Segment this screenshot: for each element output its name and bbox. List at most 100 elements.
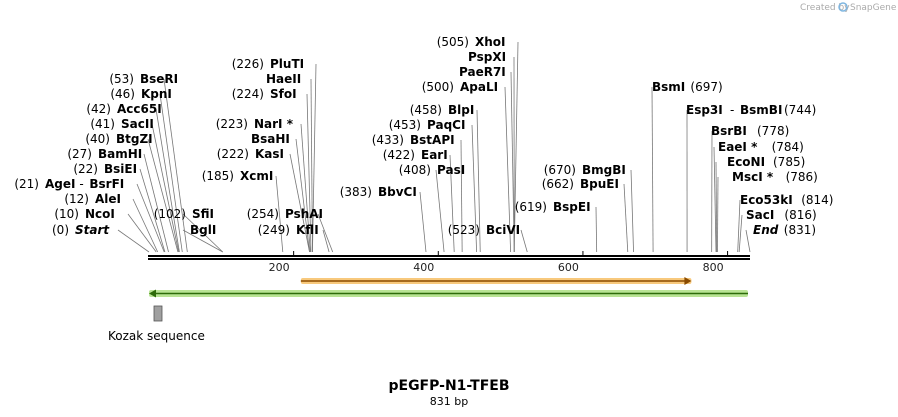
site-position: (10)	[54, 207, 79, 221]
leader-line	[275, 175, 284, 253]
site-position: (697)	[690, 80, 722, 94]
site-name[interactable]: SfoI	[270, 87, 297, 101]
site-name[interactable]: ApaLI	[460, 80, 498, 94]
map-title: pEGFP-N1-TFEB	[388, 378, 509, 394]
site-position: (46)	[110, 87, 135, 101]
site-name[interactable]: BseRI	[140, 72, 178, 86]
site-name[interactable]: SacII	[121, 117, 154, 131]
leader-line	[715, 161, 718, 253]
leader-line	[738, 214, 743, 253]
site-name[interactable]: EcoNI	[727, 155, 765, 169]
site-position: (422)	[383, 148, 415, 162]
site-name[interactable]: HaeII	[266, 72, 301, 86]
site-name[interactable]: PspXI	[468, 50, 506, 64]
kozak-label[interactable]: Kozak sequence	[108, 329, 205, 343]
site-position: (784)	[772, 140, 804, 154]
site-position: (458)	[410, 103, 442, 117]
site-name[interactable]: MscI *	[732, 170, 774, 184]
site-name[interactable]: PshAI	[285, 207, 323, 221]
site-name[interactable]: BstAPI	[410, 133, 455, 147]
ruler-tick-label: 800	[703, 261, 724, 274]
site-position: (12)	[64, 192, 89, 206]
leader-line	[504, 86, 512, 253]
site-name[interactable]: BciVI	[486, 223, 520, 237]
site-name[interactable]: BpuEI	[580, 177, 619, 191]
backbone-top-strand	[148, 255, 750, 257]
site-name[interactable]: BspEI	[553, 200, 591, 214]
site-name[interactable]: PaqCI	[427, 118, 465, 132]
ruler-tick-label: 400	[413, 261, 434, 274]
site-name[interactable]: EarI	[421, 148, 448, 162]
site-position: (27)	[67, 147, 92, 161]
leader-line	[151, 123, 180, 253]
site-name[interactable]: BmgBI	[582, 163, 626, 177]
site-position: (21)	[14, 177, 39, 191]
features	[149, 277, 748, 322]
site-name[interactable]: PaeR7I	[459, 65, 506, 79]
site-name[interactable]: BsmI	[652, 80, 685, 94]
site-name[interactable]: XcmI	[240, 169, 273, 183]
site-position: (744)	[784, 103, 816, 117]
site-name[interactable]: EaeI *	[718, 140, 758, 154]
site-position: (53)	[109, 72, 134, 86]
site-name[interactable]: BtgZI	[116, 132, 153, 146]
site-name[interactable]: NarI *	[254, 117, 294, 131]
site-name[interactable]: PluTI	[270, 57, 304, 71]
leader-line	[476, 109, 481, 253]
site-position: (254)	[247, 207, 279, 221]
site-name[interactable]: BamHI	[98, 147, 142, 161]
site-name-extra[interactable]: BsmBI	[740, 103, 782, 117]
leader-line	[132, 198, 159, 253]
site-name[interactable]: AgeI	[45, 177, 75, 191]
site-position: (670)	[544, 163, 576, 177]
site-name[interactable]: Esp3I	[686, 103, 723, 117]
leader-line	[322, 229, 330, 253]
site-name[interactable]: Eco53kI	[740, 193, 793, 207]
site-position: (505)	[437, 35, 469, 49]
leader-line	[435, 169, 445, 253]
ruler-tick-label: 200	[269, 261, 290, 274]
site-name[interactable]: KpnI	[141, 87, 172, 101]
site-position: (383)	[340, 185, 372, 199]
site-position: (102)	[154, 207, 186, 221]
site-name[interactable]: AleI	[95, 192, 121, 206]
site-name[interactable]: KasI	[255, 147, 284, 161]
leader-line	[595, 206, 598, 253]
orf-arrow-icon	[684, 277, 692, 285]
site-name[interactable]: SfiI	[192, 207, 214, 221]
site-name[interactable]: NcoI	[85, 207, 115, 221]
site-name[interactable]: BsrBI	[711, 124, 747, 138]
site-position: (223)	[216, 117, 248, 131]
leader-line	[449, 154, 455, 253]
site-position: (785)	[773, 155, 805, 169]
leader-line	[630, 169, 634, 253]
site-name[interactable]: BlpI	[448, 103, 474, 117]
site-separator: -	[79, 177, 83, 191]
site-name[interactable]: BbvCI	[378, 185, 417, 199]
leader-line	[289, 153, 310, 253]
leader-line	[419, 191, 427, 253]
leader-line	[139, 168, 166, 253]
site-position: (662)	[542, 177, 574, 191]
site-name[interactable]: Acc65I	[117, 102, 162, 116]
leader-line	[155, 108, 180, 253]
site-name[interactable]: PasI	[437, 163, 465, 177]
site-name[interactable]: KflI	[296, 223, 319, 237]
site-name-extra[interactable]: BsrFI	[89, 177, 124, 191]
site-position: (185)	[202, 169, 234, 183]
site-position: (786)	[786, 170, 818, 184]
site-name[interactable]: BsaHI	[251, 132, 290, 146]
site-labels: (0) Start(10) NcoI(12) AleI(21) AgeI - BsrFI(2…	[14, 35, 833, 237]
site-name[interactable]: Start	[75, 223, 110, 237]
leader-line	[310, 78, 313, 253]
map-length: 831 bp	[430, 395, 468, 408]
site-name[interactable]: BsiEI	[104, 162, 137, 176]
site-name[interactable]: XhoI	[475, 35, 506, 49]
site-name[interactable]: SacI	[746, 208, 774, 222]
site-name[interactable]: End	[753, 223, 779, 237]
leader-line	[147, 138, 179, 253]
site-name[interactable]: BglI	[190, 223, 216, 237]
ruler-ticks: 200 400 600 800	[269, 251, 729, 274]
kozak-feature-box[interactable]	[153, 305, 163, 322]
leader-line	[510, 71, 515, 253]
